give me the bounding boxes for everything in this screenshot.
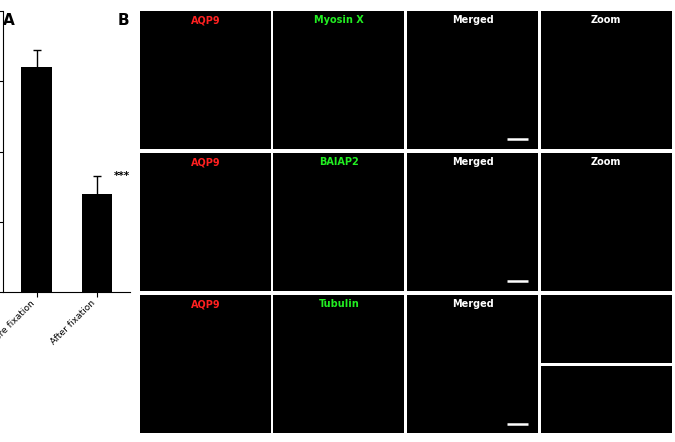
Text: BAIAP2: BAIAP2 xyxy=(319,157,359,167)
Text: AQP9: AQP9 xyxy=(190,157,220,167)
Text: AQP9: AQP9 xyxy=(190,15,220,25)
Text: B: B xyxy=(118,13,130,28)
Text: AQP9: AQP9 xyxy=(190,299,220,309)
Text: Zoom: Zoom xyxy=(591,15,621,25)
Text: Zoom: Zoom xyxy=(591,157,621,167)
Bar xyxy=(22,67,51,293)
Text: ***: *** xyxy=(114,171,130,181)
Text: Merged: Merged xyxy=(452,157,493,167)
Text: Myosin X: Myosin X xyxy=(314,15,364,25)
Text: Merged: Merged xyxy=(452,299,493,309)
Text: Merged: Merged xyxy=(452,15,493,25)
Text: Tubulin: Tubulin xyxy=(319,299,359,309)
Bar xyxy=(82,194,112,293)
Text: A: A xyxy=(3,13,15,28)
